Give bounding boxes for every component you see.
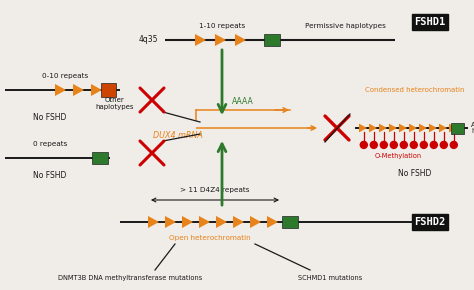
Text: DUX4 mRNA: DUX4 mRNA [153,131,203,140]
Text: FSHD1: FSHD1 [414,17,446,27]
Polygon shape [182,216,193,228]
Circle shape [401,142,407,148]
Circle shape [440,142,447,148]
Text: 1-10 repeats: 1-10 repeats [199,23,245,29]
Circle shape [420,142,427,148]
Text: O-Methylation: O-Methylation [374,153,421,159]
Circle shape [410,142,417,148]
Circle shape [430,142,438,148]
Polygon shape [199,216,210,228]
Polygon shape [215,34,226,46]
Polygon shape [379,124,387,133]
Circle shape [390,142,397,148]
Polygon shape [250,216,261,228]
Bar [452,122,465,133]
Circle shape [380,142,387,148]
Text: 0-10 repeats: 0-10 repeats [42,73,88,79]
Text: No FSHD: No FSHD [33,113,67,122]
Circle shape [370,142,377,148]
Polygon shape [91,84,102,96]
Polygon shape [359,124,367,133]
Polygon shape [165,216,176,228]
Bar [264,34,280,46]
Polygon shape [55,84,66,96]
Text: AAAA: AAAA [232,97,254,106]
Polygon shape [419,124,427,133]
Text: Open heterochromatin: Open heterochromatin [169,235,251,241]
Bar [92,152,108,164]
Polygon shape [369,124,377,133]
Polygon shape [235,34,246,46]
Text: No FSHD: No FSHD [398,168,432,177]
Text: 0 repeats: 0 repeats [33,141,67,147]
Bar [101,83,116,97]
Polygon shape [449,124,457,133]
Text: 4q35: 4q35 [138,35,158,44]
Text: Other
haplotypes: Other haplotypes [96,97,134,110]
Text: FSHD2: FSHD2 [414,217,446,227]
Circle shape [360,142,367,148]
Text: Condensed heterochromatin: Condensed heterochromatin [365,87,465,93]
Polygon shape [148,216,159,228]
Polygon shape [216,216,227,228]
Polygon shape [399,124,407,133]
Polygon shape [267,216,278,228]
Polygon shape [439,124,447,133]
Polygon shape [73,84,84,96]
Text: No FSHD: No FSHD [33,171,67,180]
Text: DNMT3B DNA methyltransferase mutations: DNMT3B DNA methyltransferase mutations [58,275,202,281]
Text: SCHMD1 mutations: SCHMD1 mutations [298,275,362,281]
Text: > 11 D4Z4 repeats: > 11 D4Z4 repeats [180,187,250,193]
Polygon shape [389,124,397,133]
Polygon shape [409,124,417,133]
Polygon shape [429,124,437,133]
Polygon shape [233,216,244,228]
Bar [282,216,298,228]
Text: Any
haplotype: Any haplotype [471,122,474,135]
Circle shape [450,142,457,148]
Polygon shape [195,34,206,46]
Text: Permissive haplotypes: Permissive haplotypes [305,23,385,29]
